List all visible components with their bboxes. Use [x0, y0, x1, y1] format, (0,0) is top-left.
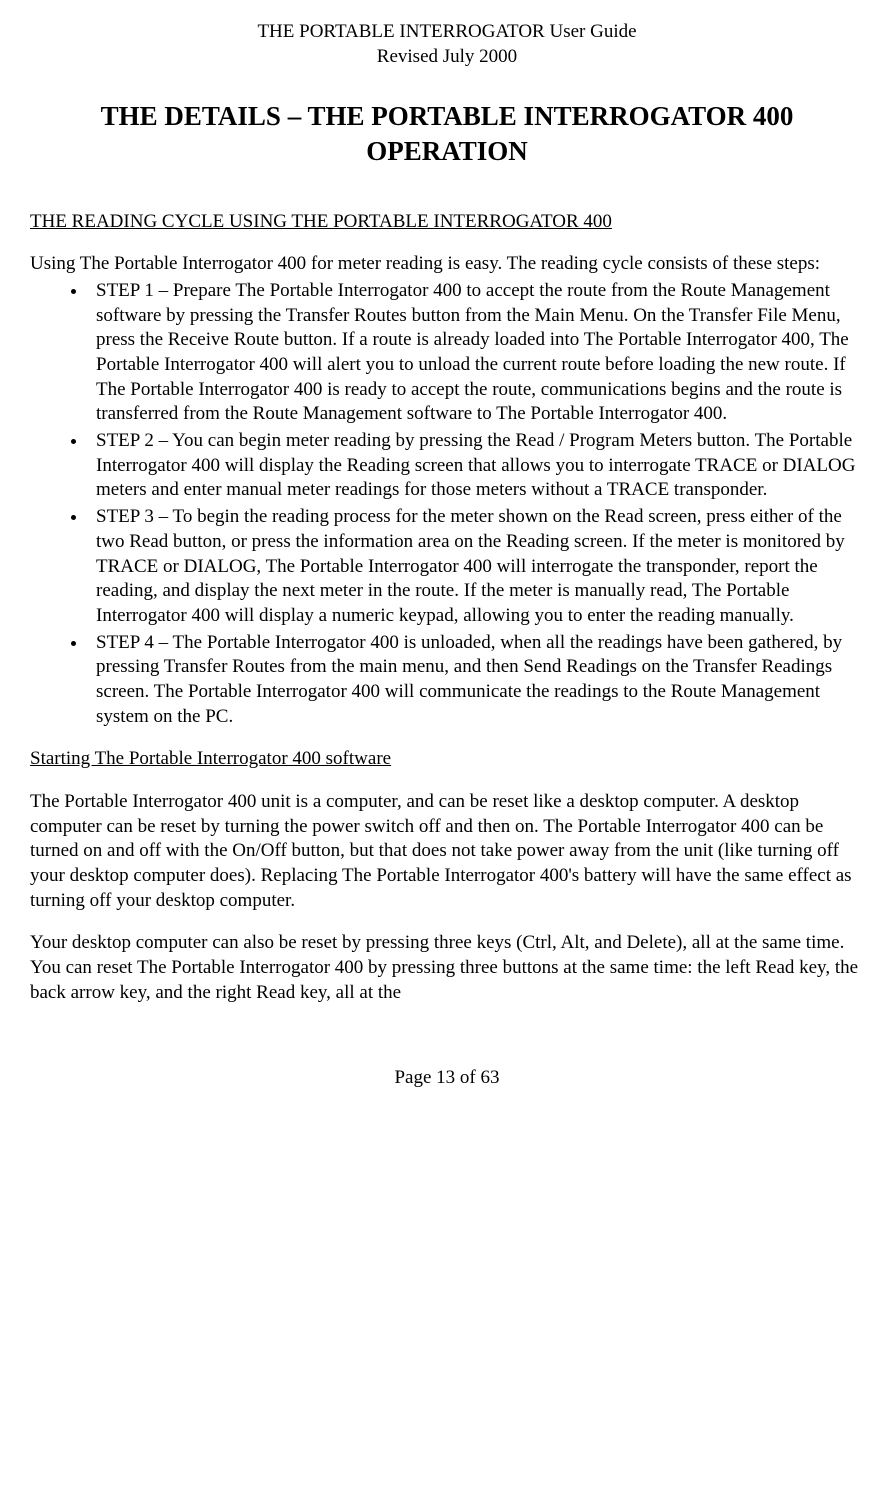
section-title-reading-cycle: THE READING CYCLE USING THE PORTABLE INT…: [30, 210, 864, 235]
section2-para1: The Portable Interrogator 400 unit is a …: [30, 790, 864, 913]
main-title: THE DETAILS – THE PORTABLE INTERROGATOR …: [30, 99, 864, 169]
section1-intro: Using The Portable Interrogator 400 for …: [30, 252, 864, 277]
subsection-title-starting-software: Starting The Portable Interrogator 400 s…: [30, 747, 864, 772]
header-revision: Revised July 2000: [30, 45, 864, 70]
step-item: STEP 4 – The Portable Interrogator 400 i…: [88, 631, 864, 730]
step-item: STEP 2 – You can begin meter reading by …: [88, 429, 864, 503]
step-item: STEP 3 – To begin the reading process fo…: [88, 505, 864, 628]
document-header: THE PORTABLE INTERROGATOR User Guide Rev…: [30, 20, 864, 69]
section2-para2: Your desktop computer can also be reset …: [30, 931, 864, 1005]
steps-list: STEP 1 – Prepare The Portable Interrogat…: [30, 279, 864, 729]
page-footer: Page 13 of 63: [30, 1066, 864, 1091]
header-title: THE PORTABLE INTERROGATOR User Guide: [30, 20, 864, 45]
step-item: STEP 1 – Prepare The Portable Interrogat…: [88, 279, 864, 427]
